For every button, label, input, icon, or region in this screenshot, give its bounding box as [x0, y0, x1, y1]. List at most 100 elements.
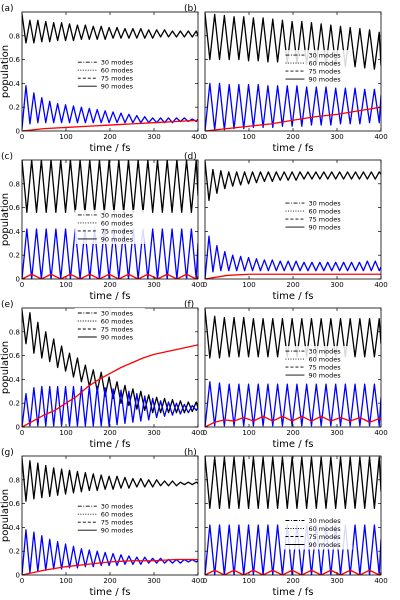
x-tick-label: 400	[191, 133, 204, 141]
legend-label: 90 modes	[101, 527, 134, 535]
series-line-3	[22, 344, 198, 427]
panel-label: (h)	[184, 448, 197, 458]
series-line-1	[22, 310, 198, 414]
x-tick-label: 200	[103, 429, 116, 437]
panel-label: (e)	[1, 300, 14, 310]
legend-background	[282, 50, 353, 85]
y-tick-label: 0.2	[9, 104, 20, 112]
x-tick-label: 0	[203, 281, 207, 289]
series-line-1	[205, 309, 381, 359]
x-tick-label: 0	[20, 429, 24, 437]
panel-label: (a)	[1, 4, 14, 14]
y-tick-label: 0.4	[9, 524, 21, 532]
y-tick-label: 0.4	[9, 376, 21, 384]
y-axis-title: population	[0, 193, 11, 246]
legend-label: 60 modes	[101, 511, 134, 519]
x-tick-label: 200	[286, 133, 299, 141]
y-tick-label: 0	[16, 572, 20, 580]
x-tick-label: 100	[59, 429, 72, 437]
x-tick-label: 200	[286, 577, 299, 585]
y-tick-label: 0.2	[9, 548, 20, 556]
y-axis-title: population	[0, 45, 11, 98]
x-axis-title: time / fs	[89, 143, 130, 154]
x-tick-label: 0	[203, 133, 207, 141]
legend-label: 30 modes	[101, 309, 134, 317]
series-line-1	[205, 13, 381, 70]
legend-label: 90 modes	[308, 371, 341, 379]
y-tick-label: 0.6	[9, 204, 21, 212]
legend-label: 90 modes	[308, 223, 341, 231]
legend-label: 60 modes	[308, 59, 341, 67]
y-tick-label: 0.8	[9, 180, 20, 188]
y-tick-label: 0.2	[9, 400, 20, 408]
x-tick-label: 100	[242, 577, 255, 585]
x-tick-label: 200	[103, 281, 116, 289]
legend-label: 30 modes	[308, 199, 341, 207]
legend-background	[282, 198, 353, 233]
panel-label: (f)	[184, 300, 194, 310]
y-tick-label: 0.8	[9, 328, 20, 336]
legend-background	[282, 346, 353, 381]
series-line-3	[22, 558, 198, 575]
legend-label: 60 modes	[308, 355, 341, 363]
x-tick-label: 200	[103, 133, 116, 141]
legend-label: 60 modes	[101, 67, 134, 75]
x-tick-label: 100	[242, 429, 255, 437]
legend-background	[74, 501, 145, 536]
legend-label: 90 modes	[308, 75, 341, 83]
series-line-2	[205, 381, 381, 427]
x-tick-label: 200	[286, 429, 299, 437]
panel-label: (c)	[1, 152, 13, 162]
x-tick-label: 100	[59, 577, 72, 585]
x-tick-label: 0	[20, 281, 24, 289]
series-line-1	[205, 161, 381, 202]
legend-label: 30 modes	[308, 51, 341, 59]
x-tick-label: 100	[59, 133, 72, 141]
x-tick-label: 300	[147, 429, 160, 437]
legend-background	[74, 57, 145, 92]
legend-label: 60 modes	[101, 219, 134, 227]
y-axis-title: population	[0, 489, 11, 542]
x-tick-label: 400	[374, 577, 387, 585]
x-tick-label: 200	[286, 281, 299, 289]
legend-label: 30 modes	[308, 347, 341, 355]
x-axis-title: time / fs	[89, 587, 130, 598]
y-tick-label: 0	[16, 424, 20, 432]
series-line-2	[22, 85, 198, 129]
x-tick-label: 400	[374, 429, 387, 437]
legend-label: 75 modes	[308, 67, 341, 75]
x-axis-title: time / fs	[272, 291, 313, 302]
x-tick-label: 300	[330, 281, 343, 289]
x-tick-label: 300	[147, 133, 160, 141]
legend-label: 30 modes	[101, 211, 134, 219]
x-axis-title: time / fs	[272, 587, 313, 598]
legend-label: 75 modes	[101, 227, 134, 235]
x-axis-title: time / fs	[89, 439, 130, 450]
panel-label: (g)	[1, 448, 14, 458]
x-tick-label: 400	[191, 429, 204, 437]
y-axis-title: population	[0, 341, 11, 394]
legend-label: 75 modes	[308, 533, 341, 541]
series-line-2	[205, 235, 381, 279]
series-line-3	[205, 415, 381, 427]
x-tick-label: 400	[191, 577, 204, 585]
x-axis-title: time / fs	[272, 143, 313, 154]
legend-label: 30 modes	[101, 503, 134, 511]
legend-label: 75 modes	[101, 519, 134, 527]
legend-label: 90 modes	[101, 83, 134, 91]
legend-label: 60 modes	[308, 207, 341, 215]
series-line-3	[22, 119, 198, 131]
x-tick-label: 300	[330, 577, 343, 585]
x-axis-title: time / fs	[272, 439, 313, 450]
series-line-2	[205, 524, 381, 575]
